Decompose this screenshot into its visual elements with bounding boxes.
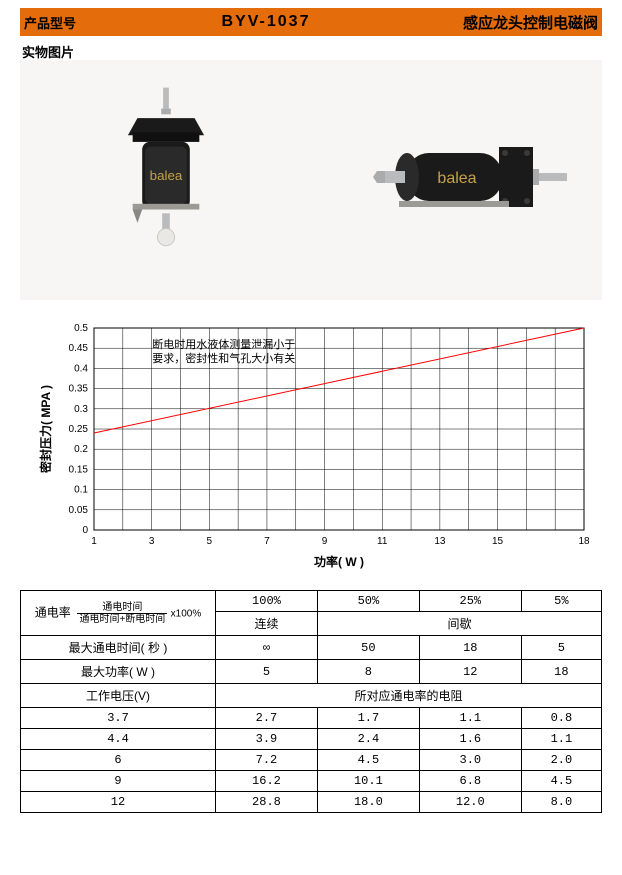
product-image-right: balea: [367, 80, 547, 280]
duty-cycle-value: 50%: [317, 591, 419, 612]
svg-text:要求，密封性和气孔大小有关: 要求，密封性和气孔大小有关: [152, 351, 295, 365]
brand-text-left: balea: [149, 168, 182, 183]
resistance-value: 16.2: [216, 771, 318, 792]
spec-table: 通电率 通电时间通电时间+断电时间 x100% 100%50%25%5% 连续间歇…: [20, 590, 602, 813]
max-on-time-value: 5: [521, 636, 601, 660]
resistance-value: 0.8: [521, 708, 601, 729]
resistance-value: 3.9: [216, 729, 318, 750]
resistance-value: 2.0: [521, 750, 601, 771]
svg-text:0.4: 0.4: [74, 363, 88, 374]
duty-cycle-value: 100%: [216, 591, 318, 612]
svg-text:7: 7: [264, 536, 270, 547]
svg-text:1: 1: [91, 536, 97, 547]
resistance-value: 6.8: [419, 771, 521, 792]
max-on-time-value: ∞: [216, 636, 318, 660]
svg-text:断电时用水液体测量泄漏小于: 断电时用水液体测量泄漏小于: [152, 337, 295, 351]
resistance-header: 所对应通电率的电阻: [216, 684, 602, 708]
svg-text:0.2: 0.2: [74, 444, 88, 455]
resistance-value: 1.1: [521, 729, 601, 750]
resistance-value: 2.7: [216, 708, 318, 729]
svg-text:0.5: 0.5: [74, 323, 88, 334]
photo-section-label: 实物图片: [22, 42, 74, 61]
svg-text:0.05: 0.05: [69, 505, 89, 516]
svg-text:0.35: 0.35: [69, 384, 89, 395]
resistance-value: 3.0: [419, 750, 521, 771]
max-on-time-value: 18: [419, 636, 521, 660]
svg-text:0.15: 0.15: [69, 464, 89, 475]
voltage-value: 9: [21, 771, 216, 792]
resistance-value: 4.5: [521, 771, 601, 792]
svg-text:18: 18: [578, 536, 590, 547]
max-power-value: 5: [216, 660, 318, 684]
svg-text:9: 9: [322, 536, 328, 547]
svg-text:0.1: 0.1: [74, 485, 88, 496]
svg-text:13: 13: [434, 536, 446, 547]
resistance-value: 8.0: [521, 792, 601, 813]
resistance-value: 1.7: [317, 708, 419, 729]
resistance-value: 12.0: [419, 792, 521, 813]
duty-cycle-label: 通电率 通电时间通电时间+断电时间 x100%: [21, 591, 216, 636]
header-bar: 产品型号 BYV-1037 感应龙头控制电磁阀: [20, 8, 602, 36]
resistance-value: 4.5: [317, 750, 419, 771]
max-power-value: 18: [521, 660, 601, 684]
svg-text:5: 5: [207, 536, 213, 547]
svg-text:0: 0: [82, 525, 88, 536]
duty-cycle-value: 25%: [419, 591, 521, 612]
svg-text:0.3: 0.3: [74, 404, 88, 415]
mode-continuous: 连续: [216, 612, 318, 636]
product-image-left: balea: [76, 80, 256, 280]
svg-text:0.25: 0.25: [69, 424, 89, 435]
max-power-label: 最大功率( W ): [21, 660, 216, 684]
svg-text:0.45: 0.45: [69, 343, 89, 354]
resistance-value: 1.6: [419, 729, 521, 750]
svg-text:密封压力( MPA ): 密封压力( MPA ): [38, 385, 53, 473]
duty-cycle-value: 5%: [521, 591, 601, 612]
resistance-value: 10.1: [317, 771, 419, 792]
voltage-value: 6: [21, 750, 216, 771]
max-power-value: 8: [317, 660, 419, 684]
header-left-label: 产品型号: [20, 13, 114, 32]
product-photo-area: balea: [20, 60, 602, 300]
max-power-value: 12: [419, 660, 521, 684]
voltage-value: 3.7: [21, 708, 216, 729]
voltage-value: 12: [21, 792, 216, 813]
max-on-time-label: 最大通电时间( 秒 ): [21, 636, 216, 660]
resistance-value: 1.1: [419, 708, 521, 729]
max-on-time-value: 50: [317, 636, 419, 660]
voltage-value: 4.4: [21, 729, 216, 750]
svg-text:11: 11: [377, 536, 388, 547]
header-right-label: 感应龙头控制电磁阀: [418, 12, 602, 33]
mode-intermittent: 间歇: [317, 612, 601, 636]
voltage-header: 工作电压(V): [21, 684, 216, 708]
resistance-value: 2.4: [317, 729, 419, 750]
brand-text-right: balea: [437, 170, 476, 187]
resistance-value: 28.8: [216, 792, 318, 813]
resistance-value: 7.2: [216, 750, 318, 771]
resistance-value: 18.0: [317, 792, 419, 813]
seal-pressure-chart: 00.050.10.150.20.250.30.350.40.450.51357…: [34, 320, 594, 570]
svg-text:15: 15: [492, 536, 504, 547]
svg-text:功率( W ): 功率( W ): [314, 554, 364, 569]
svg-text:3: 3: [149, 536, 155, 547]
header-model: BYV-1037: [114, 13, 418, 31]
